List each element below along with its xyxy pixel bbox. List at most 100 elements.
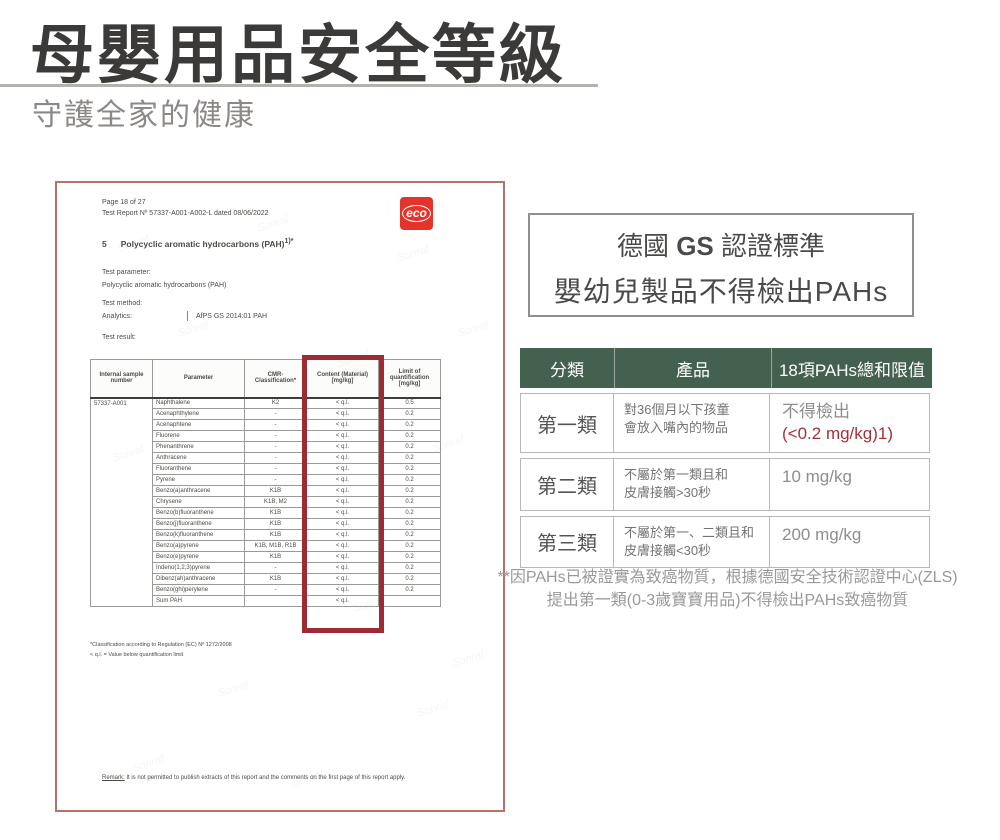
sample-number-cell: 57337-A001 (90, 397, 153, 607)
content-cell: < q.l. (306, 430, 379, 442)
watermark: Sonraf (290, 768, 326, 790)
pah-note: **因PAHs已被證實為致癌物質，根據德國安全技術認證中心(ZLS) 提出第一類… (455, 566, 1000, 612)
report-footnote: < q.l. = Value below quantification limi… (90, 651, 184, 658)
category-name-cell: 第一類 (520, 393, 614, 454)
watermark: Sonraf (215, 678, 251, 700)
cmr-cell: - (244, 463, 307, 475)
analytics-label: Analytics: (102, 312, 132, 320)
pah-column-header: Content (Material) [mg/kg] (306, 359, 379, 399)
column-separator (186, 310, 188, 321)
cmr-cell: K1B (244, 573, 307, 585)
remark-text: It is not permitted to publish extracts … (124, 775, 406, 781)
limit-cell: 0.2 (378, 474, 441, 486)
limit-cell: 0.2 (378, 584, 441, 596)
parameter-cell: Fluoranthene (152, 463, 245, 475)
limit-cell: 0.2 (378, 507, 441, 519)
test-parameter-block: Test parameter: Polycyclic aromatic hydr… (102, 267, 226, 292)
product-line: 對36個月以下孩童 (624, 402, 730, 417)
category-limit-cell: 不得檢出 (<0.2 mg/kg)1) (769, 393, 930, 454)
category-table-header: 分類 產品 18項PAHs總和限值 (520, 348, 932, 388)
test-report-document: Page 18 of 27 Test Report Nº 57337-A001-… (55, 181, 505, 812)
parameter-cell: Naphthalene (152, 397, 245, 409)
category-row: 第一類 對36個月以下孩童 會放入嘴內的物品 不得檢出 (<0.2 mg/kg)1) (520, 393, 932, 454)
pah-column-header: Limit of quantification [mg/kg] (378, 359, 441, 399)
parameter-cell: Anthracene (152, 452, 245, 464)
category-name-cell: 第三類 (520, 515, 614, 568)
content-cell: < q.l. (306, 507, 379, 519)
limit-cell: 0.2 (378, 540, 441, 552)
analytics-value: AfPS GS 2014:01 PAH (195, 312, 268, 320)
parameter-cell: Benzo(e)pyrene (152, 551, 245, 563)
remark-label: Remark: (102, 775, 125, 781)
pah-column-header: Internal sample number (90, 359, 153, 399)
content-cell: < q.l. (306, 573, 379, 585)
report-remark: Remark: It is not permitted to publish e… (102, 775, 405, 781)
limit-cell: 0.2 (378, 430, 441, 442)
pah-table-row: Benzo(e)pyrene K1B < q.l. 0.2 (91, 551, 441, 563)
category-row: 第三類 不屬於第一、二類且和 皮膚接觸<30秒 200 mg/kg (520, 515, 932, 568)
parameter-cell: Acenaphthylene (152, 408, 245, 420)
limit-cell: 0.2 (378, 551, 441, 563)
test-method-label: Test method: (102, 300, 143, 307)
product-line: 不屬於第一類且和 (624, 467, 729, 483)
content-cell: < q.l. (306, 595, 379, 607)
limit-value: 200 mg/kg (782, 524, 862, 544)
limit-cell: 0.2 (378, 408, 441, 420)
pah-table-header-row: Internal sample number Parameter CMR-Class… (90, 359, 441, 399)
category-table: 分類 產品 18項PAHs總和限值 第一類 對36個月以下孩童 會放入嘴內的物品 不得檢出… (520, 348, 932, 568)
limit-cell: 0.2 (378, 573, 441, 585)
content-cell: < q.l. (306, 496, 379, 508)
pah-column-header: CMR-Classification* (244, 359, 307, 399)
limit-value: 不得檢出 (782, 402, 850, 421)
parameter-cell: Benzo(b)fluoranthene (152, 507, 245, 519)
eco-logo-text: eco (402, 204, 431, 223)
watermark: Sonraf (455, 318, 491, 340)
parameter-cell: Benzo(a)anthracene (152, 485, 245, 497)
report-section-title: 5 Polycyclic aromatic hydrocarbons (PAH)1… (102, 237, 294, 249)
product-line: 會放入嘴內的物品 (624, 420, 729, 436)
analytics-line: Analytics: AfPS GS 2014:01 PAH (102, 310, 268, 324)
parameter-cell: Fluorene (152, 430, 245, 442)
content-cell: < q.l. (306, 518, 379, 530)
page-subtitle: 守護全家的健康 (32, 99, 256, 132)
pah-table-row: Sum PAH < q.l. (91, 595, 441, 607)
cmr-cell: K1B (244, 507, 307, 519)
parameter-cell: Benzo(j)fluoranthene (152, 518, 245, 530)
category-product-cell: 不屬於第一、二類且和 皮膚接觸<30秒 (613, 515, 770, 568)
pah-table-row: 57337-A001 Naphthalene K2 < q.l. 0.5 (90, 397, 441, 607)
gs-title-bold: GS (676, 231, 714, 261)
pah-results-table: Internal sample number Parameter CMR-Class… (90, 359, 441, 607)
product-line: 皮膚接觸>30秒 (624, 485, 712, 501)
category-column-header: 分類 (550, 360, 584, 380)
limit-cell (378, 595, 441, 607)
parameter-cell: Benzo(k)fluoranthene (152, 529, 245, 541)
cmr-cell: K2 (244, 397, 307, 409)
gs-standard-box: 德國 GS 認證標準 嬰幼兒製品不得檢出PAHs (528, 213, 914, 317)
gs-title-post: 認證標準 (713, 231, 826, 261)
watermark: Sonraf (450, 648, 486, 670)
category-column-header: 產品 (614, 348, 771, 388)
gs-title-pre: 德國 (616, 231, 677, 261)
cmr-cell: K1B, M1B, R1B (244, 540, 307, 552)
parameter-cell: Benzo(a)pyrene (152, 540, 245, 552)
gs-standard-subtitle: 嬰幼兒製品不得檢出PAHs (553, 276, 889, 307)
page-title: 母嬰用品安全等級 (30, 19, 566, 91)
title-divider (0, 84, 598, 87)
test-method-block: Test method: Analytics: AfPS GS 2014:01 P… (102, 298, 267, 323)
cmr-cell: K1B, M2 (244, 496, 307, 508)
test-parameter-label: Test parameter: (102, 269, 151, 276)
limit-cell: 0.2 (378, 562, 441, 574)
limit-cell: 0.2 (378, 518, 441, 530)
report-footnotes: *Classification according to Regulation … (90, 641, 232, 661)
cmr-cell: K1B (244, 551, 307, 563)
category-product-cell: 對36個月以下孩童 會放入嘴內的物品 (613, 393, 770, 454)
pah-table-row: Indeno(1,2,3)pyrene - < q.l. 0.2 (91, 562, 441, 574)
limit-value-red: (<0.2 mg/kg)1) (782, 424, 894, 444)
category-product-cell: 不屬於第一類且和 皮膚接觸>30秒 (613, 458, 770, 511)
cmr-cell: - (244, 419, 307, 431)
content-cell: < q.l. (306, 408, 379, 420)
section-superscript: 1)* (284, 237, 294, 245)
content-cell: < q.l. (306, 584, 379, 596)
content-cell: < q.l. (306, 397, 379, 409)
note-line-2: 提出第一類(0-3歲寶寶用品)不得檢出PAHs致癌物質 (546, 592, 909, 610)
